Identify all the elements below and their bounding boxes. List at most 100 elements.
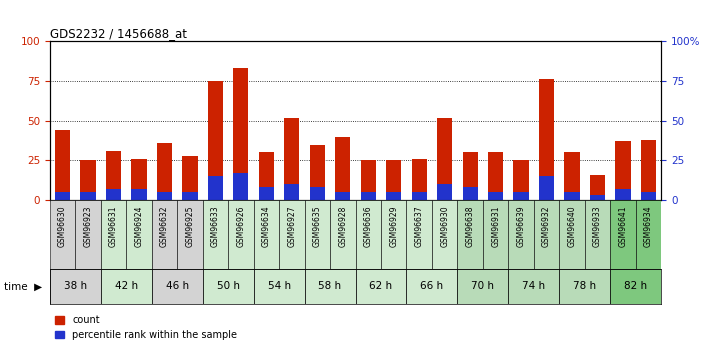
Bar [508, 269, 560, 304]
Text: 46 h: 46 h [166, 282, 188, 291]
Bar [157, 192, 172, 200]
Bar [80, 192, 96, 200]
Bar [560, 200, 585, 269]
Text: 38 h: 38 h [64, 282, 87, 291]
Text: GSM96635: GSM96635 [313, 206, 322, 247]
Bar [534, 200, 560, 269]
Text: 82 h: 82 h [624, 282, 647, 291]
Text: 42 h: 42 h [114, 282, 138, 291]
Bar [610, 269, 661, 304]
Bar [437, 118, 452, 200]
Bar [106, 189, 121, 200]
Bar [228, 200, 254, 269]
Bar [407, 269, 457, 304]
Text: 58 h: 58 h [319, 282, 341, 291]
Text: 70 h: 70 h [471, 282, 494, 291]
Bar [310, 187, 325, 200]
Bar [386, 192, 402, 200]
Text: GSM96927: GSM96927 [287, 206, 296, 247]
Bar [50, 200, 75, 269]
Bar [356, 200, 381, 269]
Bar [182, 156, 198, 200]
Bar [55, 130, 70, 200]
Bar [565, 192, 579, 200]
Bar [641, 192, 656, 200]
Bar [412, 192, 427, 200]
Text: GSM96924: GSM96924 [134, 206, 144, 247]
Bar [80, 160, 96, 200]
Text: 78 h: 78 h [573, 282, 597, 291]
Bar [488, 192, 503, 200]
Bar [254, 200, 279, 269]
Legend: count, percentile rank within the sample: count, percentile rank within the sample [55, 315, 237, 340]
Bar [513, 160, 529, 200]
Text: GSM96634: GSM96634 [262, 206, 271, 247]
Text: GSM96934: GSM96934 [644, 206, 653, 247]
Bar [208, 81, 223, 200]
Text: GSM96930: GSM96930 [440, 206, 449, 247]
Bar [203, 269, 254, 304]
Bar [101, 269, 151, 304]
Text: 54 h: 54 h [267, 282, 291, 291]
Text: GSM96632: GSM96632 [160, 206, 169, 247]
Bar [616, 189, 631, 200]
Bar [636, 200, 661, 269]
Bar [106, 151, 121, 200]
Bar [50, 269, 101, 304]
Bar [412, 159, 427, 200]
Bar [585, 200, 610, 269]
Text: GSM96637: GSM96637 [415, 206, 424, 247]
Bar [565, 152, 579, 200]
Bar [356, 269, 407, 304]
Bar [284, 118, 299, 200]
Bar [463, 187, 478, 200]
Text: GSM96630: GSM96630 [58, 206, 67, 247]
Bar [157, 143, 172, 200]
Bar [616, 141, 631, 200]
Bar [508, 200, 534, 269]
Bar [233, 173, 249, 200]
Text: GSM96926: GSM96926 [236, 206, 245, 247]
Bar [304, 269, 356, 304]
Bar [151, 269, 203, 304]
Bar [279, 200, 304, 269]
Text: GSM96636: GSM96636 [364, 206, 373, 247]
Bar [437, 184, 452, 200]
Bar [463, 152, 478, 200]
Text: 62 h: 62 h [370, 282, 392, 291]
Bar [381, 200, 407, 269]
Bar [330, 200, 356, 269]
Text: GSM96633: GSM96633 [211, 206, 220, 247]
Text: GSM96933: GSM96933 [593, 206, 602, 247]
Text: GSM96631: GSM96631 [109, 206, 118, 247]
Text: 66 h: 66 h [420, 282, 444, 291]
Bar [208, 176, 223, 200]
Bar [182, 192, 198, 200]
Bar [259, 152, 274, 200]
Text: GSM96929: GSM96929 [389, 206, 398, 247]
Bar [590, 175, 605, 200]
Text: GSM96638: GSM96638 [466, 206, 475, 247]
Bar [641, 140, 656, 200]
Bar [75, 200, 101, 269]
Text: GSM96928: GSM96928 [338, 206, 347, 247]
Bar [335, 192, 351, 200]
Bar [101, 200, 127, 269]
Bar [132, 189, 146, 200]
Text: 50 h: 50 h [217, 282, 240, 291]
Bar [483, 200, 508, 269]
Bar [127, 200, 151, 269]
Bar [151, 200, 177, 269]
Bar [132, 159, 146, 200]
Text: GSM96932: GSM96932 [542, 206, 551, 247]
Bar [539, 176, 555, 200]
Bar [360, 192, 376, 200]
Bar [590, 195, 605, 200]
Text: 74 h: 74 h [523, 282, 545, 291]
Bar [610, 200, 636, 269]
Text: GSM96925: GSM96925 [186, 206, 194, 247]
Bar [539, 79, 555, 200]
Bar [560, 269, 610, 304]
Bar [457, 269, 508, 304]
Text: GSM96931: GSM96931 [491, 206, 500, 247]
